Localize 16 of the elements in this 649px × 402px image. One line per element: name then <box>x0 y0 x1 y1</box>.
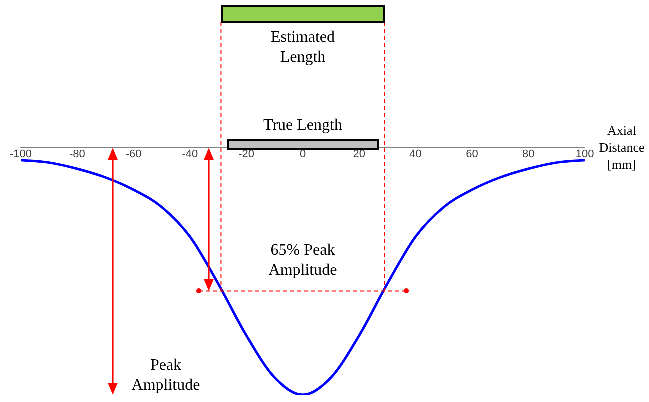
annotation: 65% Peak Amplitude <box>268 241 338 282</box>
x-tick-label: -20 <box>238 148 255 161</box>
text: Estimated Length <box>270 28 336 68</box>
x-tick-label: -60 <box>126 148 142 161</box>
x-tick-label: 0 <box>300 148 306 161</box>
x-tick-label: 60 <box>466 148 478 161</box>
x-tick-label: -40 <box>182 148 198 161</box>
x-tick-label: 100 <box>576 148 594 161</box>
x-tick-label: -80 <box>69 148 86 161</box>
x-axis-title: Axial Distance [mm] <box>599 123 645 172</box>
annotation: Peak Amplitude <box>130 356 202 396</box>
x-tick-label: 80 <box>522 148 535 161</box>
x-tick-label: 40 <box>410 148 422 161</box>
x-tick-label: 20 <box>353 148 366 161</box>
x-tick-label: -100 <box>10 148 32 161</box>
text: True Length <box>262 116 344 136</box>
